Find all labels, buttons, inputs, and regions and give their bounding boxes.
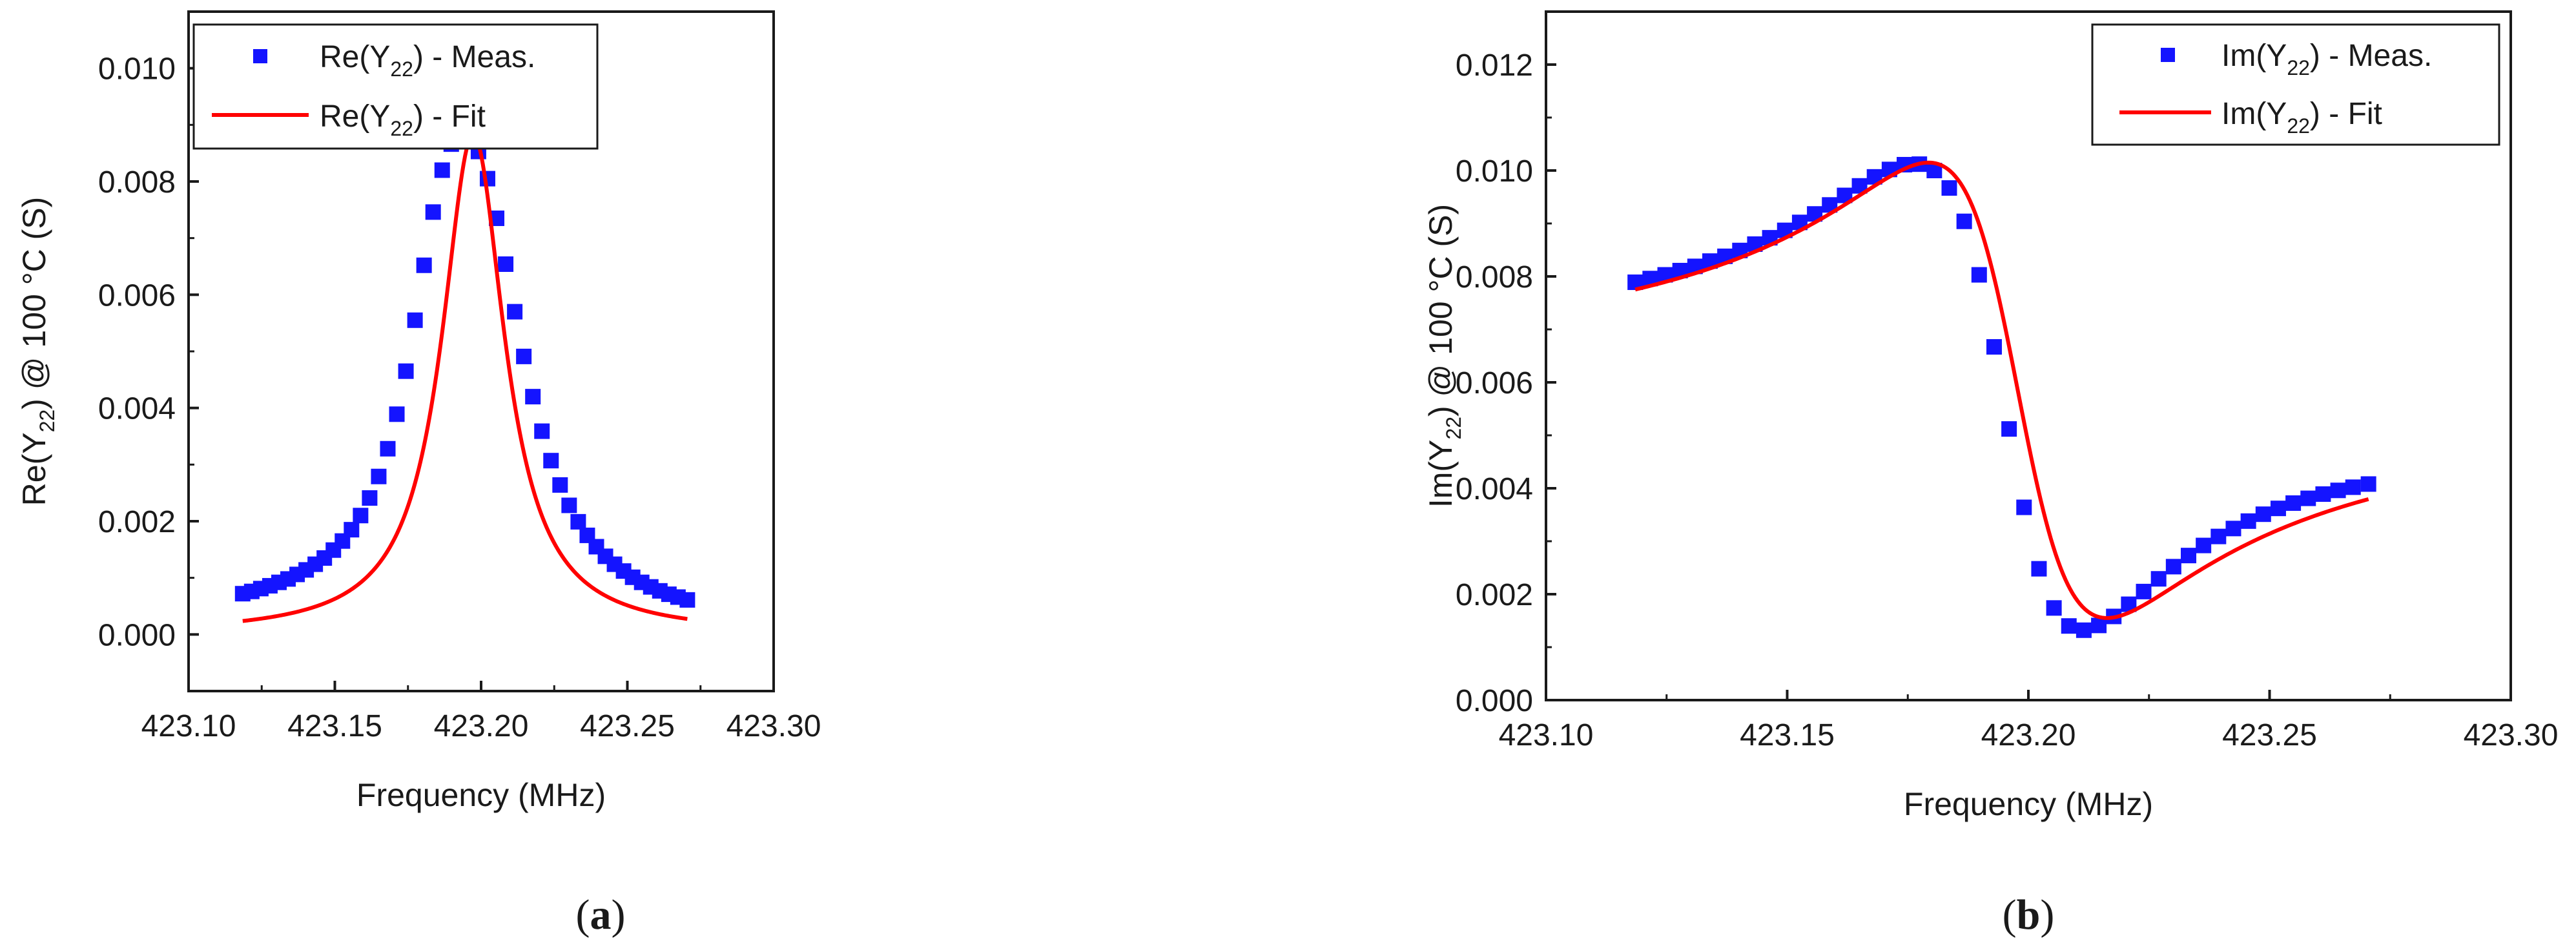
chart-b-y-tick-label: 0.008 <box>1456 260 1533 295</box>
chart-b-point-measured <box>2150 571 2167 587</box>
chart-a-point-measured <box>679 592 696 608</box>
chart-b-legend-label-fit: Im(Y22) - Fit <box>2221 97 2382 138</box>
chart-a-y-tick-label: 0.004 <box>98 392 176 426</box>
chart-b-point-measured <box>2136 583 2152 599</box>
chart-b-point-measured <box>1941 180 1957 196</box>
chart-b-y-tick-label: 0.006 <box>1456 366 1533 400</box>
chart-b-point-measured <box>2360 476 2376 492</box>
chart-b-x-tick-label: 423.15 <box>1740 718 1835 752</box>
chart-a-point-measured <box>516 348 532 364</box>
chart-a-x-tick-label: 423.20 <box>434 709 529 743</box>
chart-b-fit-line <box>1634 160 2369 620</box>
chart-b-legend: Im(Y22) - Meas. Im(Y22) - Fit <box>2091 23 2500 146</box>
chart-b-y-tick-label: 0.012 <box>1456 48 1533 83</box>
chart-b-point-measured <box>2091 617 2107 634</box>
chart-b-point-measured <box>2270 501 2286 517</box>
chart-b-point-measured <box>2255 506 2271 523</box>
chart-a-y-tick-label: 0.002 <box>98 505 176 539</box>
chart-b-point-measured <box>2076 622 2092 638</box>
chart-b-point-measured <box>2285 495 2302 511</box>
chart-b-x-tick-label: 423.30 <box>2464 718 2559 752</box>
chart-b-point-measured <box>2210 528 2227 544</box>
chart-b-point-measured <box>2225 521 2241 537</box>
chart-a-legend-label-fit: Re(Y22) - Fit <box>320 99 486 140</box>
chart-a-point-measured <box>498 256 514 272</box>
chart-b-point-measured <box>2046 600 2062 616</box>
chart-a-x-tick-label: 423.30 <box>726 709 821 743</box>
chart-b-point-measured <box>2165 559 2181 575</box>
chart-b-legend-label-measured: Im(Y22) - Meas. <box>2221 39 2432 79</box>
chart-a-ticks: 423.10 423.15 423.20 423.25 423.30 0.000 0.002… <box>98 10 821 743</box>
chart-a-legend-label-measured: Re(Y22) - Meas. <box>320 40 535 81</box>
chart-b-y-tick-label: 0.004 <box>1456 472 1533 506</box>
chart-a-fit-line <box>242 132 688 623</box>
chart-b-x-tick-label: 423.25 <box>2222 718 2317 752</box>
chart-a-point-measured <box>552 477 568 493</box>
chart-b-point-measured <box>1956 213 1972 229</box>
chart-a-point-measured <box>344 522 360 538</box>
chart-b-y-axis-title: Im(Y22) @ 100 °C (S) <box>1423 204 1465 508</box>
chart-b-x-tick-label: 423.10 <box>1499 718 1594 752</box>
chart-a-point-measured <box>434 162 450 178</box>
chart-b-legend-box <box>2091 23 2500 146</box>
chart-a-point-measured <box>380 440 396 457</box>
chart-b-point-measured <box>2001 421 2017 437</box>
chart-a-point-measured <box>570 513 586 530</box>
chart-a-y-tick-label: 0.008 <box>98 165 176 200</box>
chart-a-point-measured <box>407 312 423 328</box>
chart-a-point-measured <box>561 497 577 513</box>
chart-a-point-measured <box>534 423 550 439</box>
chart-a-y-axis-title: Re(Y22) @ 100 °C (S) <box>16 197 59 506</box>
chart-a-point-measured <box>362 490 378 506</box>
chart-a-legend-marker-measured <box>253 49 267 63</box>
chart-b-legend-marker-measured <box>2161 48 2175 62</box>
chart-panel-b: 423.10 423.15 423.20 423.25 423.30 0.000 0.002… <box>1423 10 2559 938</box>
chart-a-point-measured <box>425 204 441 220</box>
chart-a-y-tick-label: 0.000 <box>98 618 176 652</box>
chart-a-x-tick-label: 423.10 <box>141 709 236 743</box>
chart-a-marks <box>234 127 696 623</box>
chart-a-point-measured <box>398 363 414 379</box>
chart-b-point-measured <box>1986 339 2002 355</box>
chart-a-point-measured <box>525 389 541 405</box>
chart-a-point-measured <box>389 406 405 422</box>
chart-b-point-measured <box>1971 267 1987 283</box>
chart-b-point-measured <box>2181 548 2197 564</box>
chart-a-point-measured <box>416 257 432 273</box>
chart-b-point-measured <box>2016 499 2032 515</box>
chart-b-point-measured <box>2300 490 2316 506</box>
chart-b-point-measured <box>2330 482 2346 499</box>
chart-a-legend: Re(Y22) - Meas. Re(Y22) - Fit <box>192 23 599 150</box>
chart-b-point-measured <box>2061 618 2077 634</box>
chart-a-y-tick-label: 0.010 <box>98 52 176 87</box>
chart-b-marks <box>1627 156 2376 638</box>
chart-b-point-measured <box>2031 561 2047 577</box>
chart-b-ticks: 423.10 423.15 423.20 423.25 423.30 0.000 0.002… <box>1456 10 2559 752</box>
chart-b-x-axis-title: Frequency (MHz) <box>1904 786 2153 822</box>
chart-b-y-tick-label: 0.000 <box>1456 684 1533 718</box>
chart-b-x-tick-label: 423.20 <box>1981 718 2076 752</box>
chart-a-legend-box <box>192 23 599 150</box>
panel-label-a: (a) <box>576 891 626 938</box>
chart-a-x-tick-label: 423.15 <box>287 709 382 743</box>
chart-a-point-measured <box>371 468 387 484</box>
chart-b-point-measured <box>2345 479 2361 495</box>
panel-label-b: (b) <box>2003 891 2055 938</box>
chart-b-point-measured <box>2196 537 2212 554</box>
chart-b-y-tick-label: 0.010 <box>1456 154 1533 189</box>
chart-a-x-axis-title: Frequency (MHz) <box>356 777 606 813</box>
chart-b-y-tick-label: 0.002 <box>1456 578 1533 612</box>
chart-a-point-measured <box>543 453 559 469</box>
chart-a-x-tick-label: 423.25 <box>580 709 675 743</box>
chart-a-point-measured <box>353 508 369 524</box>
chart-b-point-measured <box>2315 486 2331 502</box>
chart-panel-a: 423.10 423.15 423.20 423.25 423.30 0.000 0.002… <box>16 10 821 938</box>
chart-b-point-measured <box>2240 513 2256 529</box>
chart-a-point-measured <box>507 304 523 320</box>
chart-a-y-tick-label: 0.006 <box>98 278 176 313</box>
